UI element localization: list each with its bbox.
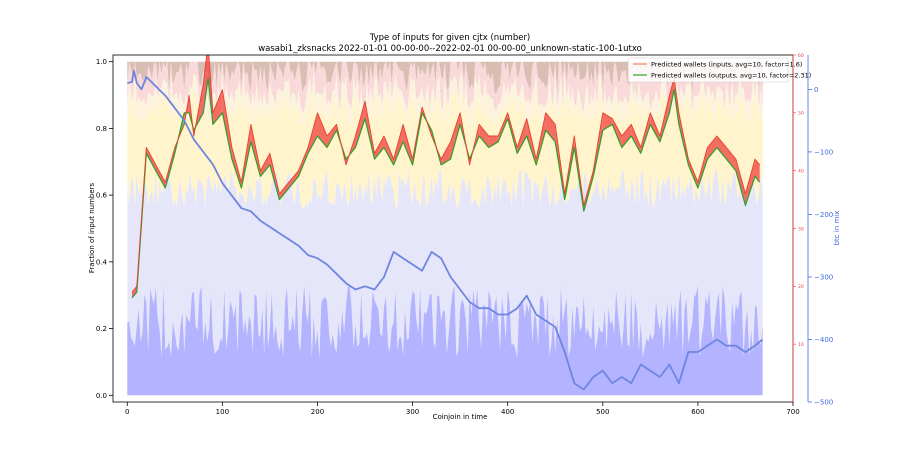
y3-tick-label: −500 [814,399,833,407]
x-tick-label: 0 [125,408,129,416]
stack-area-stack_other [127,61,763,113]
fill-between-segment [621,124,632,148]
y-axis-left: 0.0 0.2 0.4 0.6 0.8 1.0 [96,58,113,400]
y-tick-label: 0.6 [96,192,108,200]
x-tick-label: 200 [311,408,324,416]
y3-tick-label: −300 [814,273,833,281]
x-tick-label: 600 [691,408,704,416]
y2-tick-label: 60 [798,53,804,59]
y-tick-label: 1.0 [96,58,107,66]
y3-tick-label: −400 [814,336,833,344]
fill-between-segment [222,89,232,160]
y-axis-blue: 0 −100 −200 −300 −400 −500 [807,55,833,407]
legend-box [627,57,789,83]
x-axis-label: Coinjoin in time [433,413,488,421]
series-line-outputs [131,77,761,299]
fill-between-segment [203,55,209,113]
fill-between-segment [479,124,489,148]
fill-between-segment [545,112,556,142]
fill-between-segment [631,124,641,154]
y-tick-label: 0.8 [96,125,107,133]
fill-between-segment [288,170,299,189]
fill-between-segment [326,124,337,148]
fill-between-segment [450,112,461,160]
x-axis: 0 100 200 300 400 500 600 700 [125,402,800,416]
y-axis-label: Fraction of input numbers [88,182,96,273]
series-line-inputs [131,55,761,293]
fill-between-segment [279,182,289,200]
fill-between-segment [745,159,755,206]
x-tick-label: 300 [406,408,419,416]
fill-between-segment [374,135,385,160]
fill-between-segment [726,147,736,171]
series-line-btc-in-mix [127,69,764,391]
y-tick-label: 0.2 [96,325,107,333]
fill-between-segment [517,118,527,154]
y3-tick-label: −100 [814,148,833,156]
x-tick-label: 700 [786,408,799,416]
legend-label-outputs: Predicted wallets (outputs, avg=10, fact… [651,72,811,80]
y-tick-label: 0.4 [96,258,108,266]
fill-between-segment [441,141,451,165]
y2-tick-label: 20 [798,284,804,290]
stack-area-stack_friends [127,70,763,126]
legend: Predicted wallets (inputs, avg=10, facto… [627,57,811,83]
fill-between-segment [384,135,394,165]
fill-between-segment [707,135,717,160]
fill-between-segment [317,112,327,148]
y2-tick-label: 50 [798,111,804,117]
y3-axis-label: btc in mix [833,211,841,246]
fill-between-segment [355,101,366,148]
fill-between-segment [488,135,499,148]
y2-tick-label: 10 [798,342,804,348]
fill-between-segment [260,153,270,177]
x-tick-label: 100 [216,408,229,416]
x-tick-label: 400 [501,408,514,416]
y-axis-red: 10 20 30 40 50 60 [792,53,804,402]
y-tick-label: 0.0 [96,392,107,400]
y2-tick-label: 30 [798,226,804,232]
y3-tick-label: −200 [814,211,833,219]
fill-between-segment [155,164,166,189]
fill-between-segment [132,286,137,298]
x-tick-label: 500 [596,408,609,416]
stack-area-stack_top [127,61,763,96]
fill-between-segment [754,159,760,183]
series-lines [127,55,764,391]
chart-title: Type of inputs for given cjtx (number) [369,33,531,43]
fill-between-segment [716,135,727,160]
legend-label-inputs: Predicted wallets (inputs, avg=10, facto… [651,61,802,69]
stack-area-stack_remix [127,168,763,359]
y2-tick-label: 40 [798,168,804,174]
stack-area-stack_fresh [127,285,763,396]
fill-between-segment [146,147,156,171]
chart-subtitle: wasabi1_zksnacks 2022-01-01 00-00-00--20… [258,44,642,54]
fill-between-segment [735,159,746,206]
y3-tick-label: 0 [814,86,818,94]
fill-between-segment [650,112,660,142]
